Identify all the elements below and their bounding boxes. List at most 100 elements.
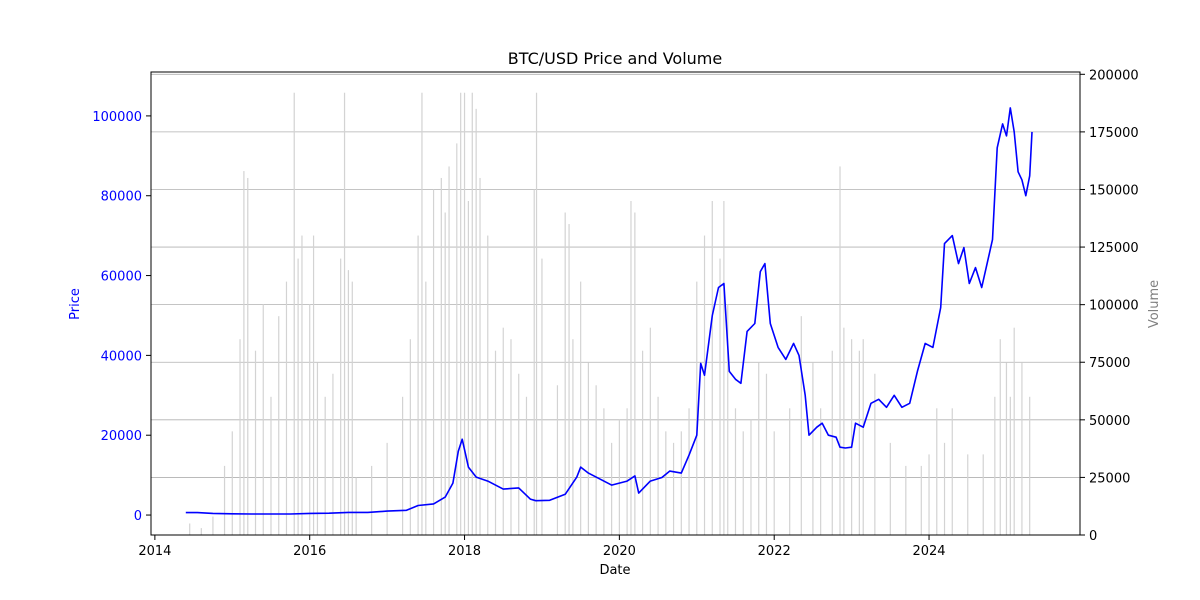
volume-bar [936,408,938,535]
volume-bar [535,92,538,535]
volume-bar [858,350,860,535]
x-tick-label: 2020 [603,544,636,559]
volume-bar [665,431,667,535]
volume-bar [723,200,725,535]
price-line [185,107,1033,515]
volume-bar [572,339,574,535]
volume-bar [417,235,419,536]
volume-bar [943,442,946,535]
volume-bar [386,442,388,535]
volume-bar [301,235,303,536]
y-tick-label: 60000 [101,270,142,285]
volume-bar [611,442,613,535]
x-axis-label: Date [599,563,630,578]
volume-bar [889,442,891,535]
x-tick-label: 2016 [293,544,326,559]
volume-bar [324,396,326,535]
volume-bar [189,523,191,535]
volume-bar [471,92,473,535]
y2-tick-label: 200000 [1089,68,1139,83]
volume-bar [262,304,264,535]
volume-bar [1029,396,1031,535]
volume-bar [839,166,841,535]
volume-bar [432,189,435,536]
volume-bar [765,373,768,535]
volume-bar [967,454,969,535]
volume-bar [510,339,512,535]
volume-bar [831,350,833,535]
volume-bar [409,339,411,535]
volume-bar [541,258,543,535]
volume-bar [703,235,706,536]
volume-bars [189,92,1031,536]
volume-bar [479,177,481,535]
volume-bar [734,408,737,535]
volume-bar [309,304,311,535]
plot-frame [150,71,1081,536]
volume-bar [347,270,350,535]
volume-bar [742,431,744,535]
y2-tick-label: 125000 [1089,241,1139,256]
volume-bar [851,339,853,535]
volume-bar [727,304,729,535]
volume-bar [920,465,922,535]
volume-bar [340,258,342,535]
volume-bar [641,350,644,535]
volume-bar [460,92,462,535]
volume-bar [634,212,636,535]
volume-bar [657,396,659,535]
y2-tick-label: 50000 [1089,414,1130,429]
volume-bar [212,516,214,535]
volume-bar [278,316,280,535]
chart-title: BTC/USD Price and Volume [508,49,722,68]
volume-bar [297,258,299,535]
volume-bar [999,339,1001,535]
volume-bar [475,108,477,536]
y-tick-label: 40000 [101,349,142,364]
volume-bar [402,396,404,535]
volume-bar [293,92,295,535]
volume-bar [982,454,984,535]
y2-tick-label: 25000 [1089,471,1130,486]
x-axis-ticks: 2014 2016 2018 2020 2022 2024 [138,535,946,559]
y-axis-label: Price [68,288,83,320]
volume-bar [750,419,752,535]
y2-axis-label: Volume [1147,280,1162,328]
volume-bar [355,477,357,535]
y-axis-ticks: 0 20000 40000 60000 80000 100000 [92,110,151,524]
volume-bar [200,528,202,535]
volume-bar [696,281,698,535]
volume-bar [254,350,257,535]
volume-bar [525,396,528,535]
volume-bar [820,408,822,535]
x-tick-label: 2014 [138,544,171,559]
gridlines [151,73,1080,536]
volume-bar [951,408,953,535]
volume-bar [270,396,272,535]
volume-bar [351,281,353,535]
volume-bar [862,339,864,535]
volume-bar [711,200,713,535]
volume-bar [494,350,497,535]
volume-bar [630,200,632,535]
volume-bar [487,235,489,536]
volume-bar [371,465,373,535]
volume-bar [421,92,423,535]
volume-bar [843,327,845,535]
volume-bar [518,373,520,535]
volume-bar [568,224,570,535]
volume-bar [247,177,249,535]
y2-tick-label: 150000 [1089,183,1139,198]
volume-bar [812,362,814,535]
volume-bar [928,454,930,535]
volume-bar [533,189,535,536]
volume-bar [440,177,442,535]
volume-bar [1009,396,1011,535]
y-tick-label: 100000 [92,110,142,125]
volume-bar [463,92,466,535]
volume-bar [719,258,721,535]
x-tick-label: 2024 [912,544,945,559]
volume-bar [312,235,315,536]
volume-bar [1005,362,1008,535]
volume-bar [649,327,651,535]
